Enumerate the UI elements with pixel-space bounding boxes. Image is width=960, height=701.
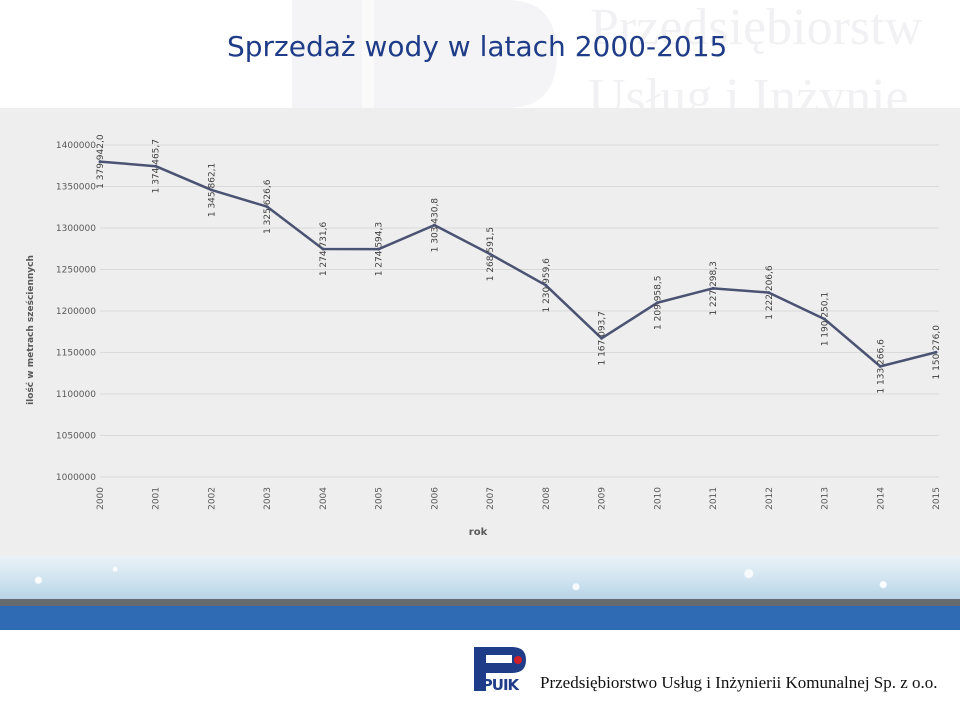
y-tick-label: 1150000 — [56, 349, 96, 359]
watermark-text-line1: Przedsiębiorstw — [590, 0, 923, 56]
x-tick-label: 2013 — [821, 487, 831, 510]
data-point — [823, 317, 827, 321]
footer-divider-grey — [0, 599, 960, 606]
data-point — [209, 188, 213, 192]
data-point — [711, 286, 715, 290]
data-label: 1 227 298,3 — [709, 261, 719, 315]
x-tick-label: 2015 — [932, 487, 942, 510]
data-label: 1 222 206,6 — [765, 265, 775, 320]
y-tick-label: 1050000 — [56, 432, 96, 442]
y-tick-label: 1350000 — [56, 183, 96, 193]
x-tick-label: 2009 — [598, 487, 608, 510]
y-tick-label: 1200000 — [56, 307, 96, 317]
svg-text:PUIK: PUIK — [482, 676, 521, 693]
chart-panel: 1000000 1050000 1100000 1150000 1200000 12500… — [0, 108, 960, 563]
data-label: 1 274 594,3 — [375, 222, 385, 276]
x-tick-label: 2001 — [152, 487, 162, 510]
gridlines — [100, 144, 939, 478]
x-tick-label: 2004 — [319, 487, 329, 510]
water-sales-chart: 1000000 1050000 1100000 1150000 1200000 12500… — [25, 134, 942, 538]
x-tick-label: 2011 — [709, 487, 719, 510]
series-line — [99, 160, 937, 368]
data-label: 1 133 266,6 — [876, 339, 886, 394]
data-point — [265, 205, 269, 209]
x-axis-title: rok — [469, 527, 488, 538]
data-point — [767, 291, 771, 295]
y-tick-label: 1300000 — [56, 224, 96, 234]
data-point — [488, 252, 492, 256]
data-point — [321, 247, 325, 251]
footer-divider-blue — [0, 606, 960, 630]
y-axis-title: ilość w metrach sześciennych — [25, 255, 36, 405]
data-point — [655, 301, 659, 305]
water-bubbles-band — [0, 556, 960, 600]
data-labels: 1 379 942,0 1 374 465,7 1 345 862,1 1 325 6… — [96, 134, 942, 393]
data-point — [878, 364, 882, 368]
y-tick-label: 1000000 — [56, 473, 96, 483]
data-label: 1 379 942,0 — [96, 134, 106, 189]
data-label: 1 274 731,6 — [319, 222, 329, 277]
data-point — [98, 160, 102, 164]
puik-logo: PUIK — [472, 645, 532, 693]
data-point — [377, 247, 381, 251]
y-tick-label: 1250000 — [56, 266, 96, 276]
x-tick-label: 2006 — [430, 487, 440, 510]
data-label: 1 325 626,6 — [263, 179, 273, 234]
data-point — [934, 350, 938, 354]
data-point — [600, 336, 604, 340]
x-tick-label: 2012 — [765, 487, 775, 510]
x-axis-ticks: 2000 2001 2002 2003 2004 2005 2006 2007 2008 2009… — [96, 487, 942, 510]
data-point — [432, 223, 436, 227]
x-tick-label: 2005 — [375, 487, 385, 510]
data-label: 1 150 276,0 — [932, 325, 942, 380]
data-point — [544, 283, 548, 287]
data-label: 1 167 093,7 — [598, 311, 608, 365]
data-label: 1 209 958,5 — [653, 276, 663, 330]
data-label: 1 230 959,6 — [542, 258, 552, 313]
data-label: 1 374 465,7 — [152, 139, 162, 193]
x-tick-label: 2003 — [263, 487, 273, 510]
data-label: 1 345 862,1 — [207, 163, 217, 217]
x-tick-label: 2008 — [542, 487, 552, 510]
data-line — [98, 160, 938, 368]
x-tick-label: 2000 — [96, 487, 106, 510]
y-tick-label: 1100000 — [56, 390, 96, 400]
slide-title: Sprzedaż wody w latach 2000-2015 — [227, 30, 728, 63]
x-tick-label: 2007 — [486, 487, 496, 510]
data-label: 1 268 591,5 — [486, 227, 496, 281]
y-tick-label: 1400000 — [56, 141, 96, 151]
y-axis-ticks: 1000000 1050000 1100000 1150000 1200000 12500… — [56, 141, 96, 483]
logo-text: PUIK — [482, 676, 521, 693]
footer-company-name: Przedsiębiorstwo Usług i Inżynierii Komu… — [540, 673, 938, 692]
x-tick-label: 2010 — [653, 487, 663, 510]
watermark-logo-shape — [292, 0, 557, 108]
data-label: 1 303 430,8 — [430, 198, 440, 253]
data-label: 1 190 250,1 — [821, 292, 831, 346]
x-tick-label: 2014 — [876, 487, 886, 510]
x-tick-label: 2002 — [207, 487, 217, 510]
data-point — [154, 164, 158, 168]
